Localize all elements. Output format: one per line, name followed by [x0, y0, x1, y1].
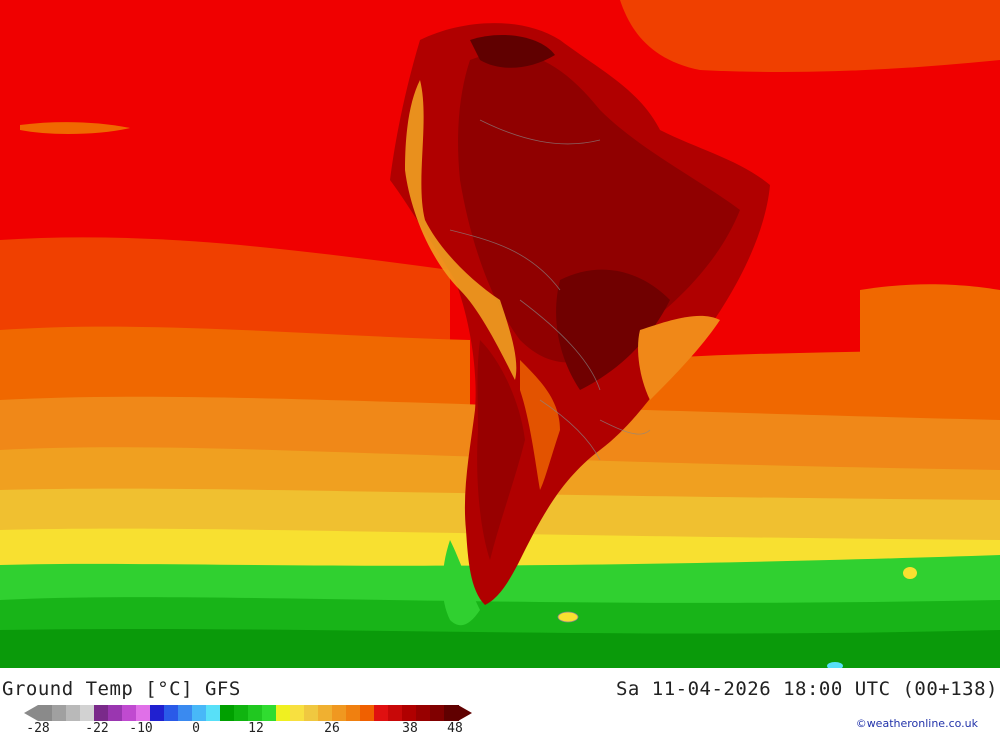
legend-swatch	[66, 705, 81, 721]
legend-swatch	[122, 705, 137, 721]
legend-swatch	[80, 705, 95, 721]
legend-swatch	[430, 705, 445, 721]
map-datetime: Sa 11-04-2026 18:00 UTC (00+138)	[615, 678, 998, 700]
legend-swatch	[402, 705, 417, 721]
legend-swatch	[192, 705, 207, 721]
credit-link[interactable]: ©weatheronline.co.uk	[855, 717, 978, 730]
legend-swatch	[136, 705, 151, 721]
legend-swatch	[38, 705, 53, 721]
legend-swatch	[290, 705, 305, 721]
legend-swatch	[276, 705, 291, 721]
legend-swatch	[164, 705, 179, 721]
legend-arrow-left	[24, 705, 38, 721]
legend-swatch	[416, 705, 431, 721]
legend-label: 38	[402, 721, 418, 736]
legend-swatch	[52, 705, 67, 721]
legend-swatch	[318, 705, 333, 721]
legend-swatch	[234, 705, 249, 721]
legend-label: 12	[248, 721, 264, 736]
legend-swatch	[262, 705, 277, 721]
legend-swatch	[178, 705, 193, 721]
legend-swatch	[332, 705, 347, 721]
legend-label: -10	[129, 721, 153, 736]
legend-label: 48	[447, 721, 463, 736]
map-canvas	[0, 0, 1000, 668]
legend-swatch	[94, 705, 109, 721]
legend-swatch	[374, 705, 389, 721]
legend-label: -28	[26, 721, 50, 736]
legend-swatch	[360, 705, 375, 721]
legend-swatch	[388, 705, 403, 721]
legend-swatch	[108, 705, 123, 721]
legend-label: 0	[192, 721, 200, 736]
legend-swatch	[346, 705, 361, 721]
temperature-map[interactable]	[0, 0, 1000, 668]
color-legend-labels: -28 -22 -10 0 12 26 38 48	[0, 721, 480, 736]
legend-swatch	[220, 705, 235, 721]
color-legend-bar	[24, 705, 472, 721]
legend-arrow-right	[458, 705, 472, 721]
map-title: Ground Temp [°C] GFS	[2, 678, 241, 700]
legend-label: -22	[85, 721, 109, 736]
legend-swatch	[444, 705, 459, 721]
legend-swatch	[150, 705, 165, 721]
legend-label: 26	[324, 721, 340, 736]
map-footer: Ground Temp [°C] GFS Sa 11-04-2026 18:00…	[0, 668, 1000, 736]
legend-swatch	[206, 705, 221, 721]
legend-swatch	[248, 705, 263, 721]
legend-swatch	[304, 705, 319, 721]
